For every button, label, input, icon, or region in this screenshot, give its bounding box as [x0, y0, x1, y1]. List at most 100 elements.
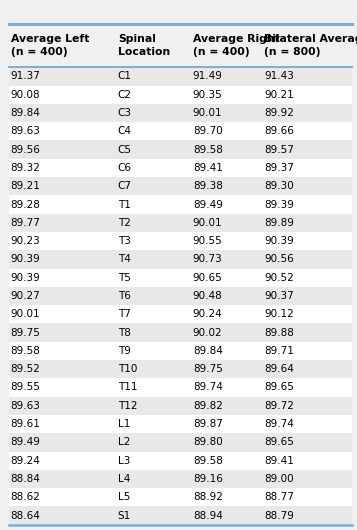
Text: 89.74: 89.74: [193, 383, 223, 393]
Text: 90.35: 90.35: [193, 90, 222, 100]
Text: 89.28: 89.28: [11, 199, 41, 209]
Text: 89.30: 89.30: [264, 181, 294, 191]
Text: 89.84: 89.84: [193, 346, 223, 356]
Text: T6: T6: [118, 291, 131, 301]
Text: 90.37: 90.37: [264, 291, 294, 301]
Text: 90.23: 90.23: [11, 236, 40, 246]
Text: T11: T11: [118, 383, 137, 393]
Text: L1: L1: [118, 419, 130, 429]
Text: L4: L4: [118, 474, 130, 484]
Text: 89.49: 89.49: [11, 437, 41, 447]
Bar: [9, 360, 352, 378]
Text: 90.08: 90.08: [11, 90, 40, 100]
Text: 89.63: 89.63: [11, 401, 41, 411]
Bar: [9, 196, 352, 214]
Text: 89.92: 89.92: [264, 108, 294, 118]
Text: 89.58: 89.58: [193, 145, 223, 155]
Text: 89.24: 89.24: [11, 456, 41, 466]
Text: 90.39: 90.39: [11, 254, 40, 264]
Bar: [9, 415, 352, 433]
Text: 90.65: 90.65: [193, 273, 222, 282]
Text: C6: C6: [118, 163, 132, 173]
Text: 90.39: 90.39: [11, 273, 40, 282]
Text: T7: T7: [118, 310, 131, 319]
Text: 90.52: 90.52: [264, 273, 294, 282]
Text: 89.65: 89.65: [264, 437, 294, 447]
Text: T5: T5: [118, 273, 131, 282]
Bar: [9, 470, 352, 488]
Bar: [9, 342, 352, 360]
Text: 89.66: 89.66: [264, 126, 294, 136]
Text: L3: L3: [118, 456, 130, 466]
Text: 89.41: 89.41: [193, 163, 223, 173]
Text: 88.92: 88.92: [193, 492, 223, 502]
Text: 89.75: 89.75: [193, 364, 223, 374]
Text: T9: T9: [118, 346, 131, 356]
Bar: [9, 159, 352, 177]
Text: 88.62: 88.62: [11, 492, 41, 502]
Bar: [9, 323, 352, 342]
Text: 89.00: 89.00: [264, 474, 294, 484]
Text: 89.71: 89.71: [264, 346, 294, 356]
Text: 90.48: 90.48: [193, 291, 222, 301]
Text: 88.79: 88.79: [264, 510, 294, 520]
Text: T8: T8: [118, 328, 131, 338]
Bar: [9, 122, 352, 140]
Text: C2: C2: [118, 90, 132, 100]
Text: 91.49: 91.49: [193, 72, 223, 82]
Text: C1: C1: [118, 72, 132, 82]
Text: 88.94: 88.94: [193, 510, 223, 520]
Text: 89.65: 89.65: [264, 383, 294, 393]
Text: 90.01: 90.01: [193, 108, 222, 118]
Text: 89.55: 89.55: [11, 383, 41, 393]
Text: 90.39: 90.39: [264, 236, 294, 246]
Text: T2: T2: [118, 218, 131, 228]
Text: 89.52: 89.52: [11, 364, 41, 374]
Text: Bilateral Average
(n = 800): Bilateral Average (n = 800): [264, 34, 357, 57]
Text: 90.01: 90.01: [193, 218, 222, 228]
Text: T3: T3: [118, 236, 131, 246]
Bar: [9, 452, 352, 470]
Bar: [9, 140, 352, 159]
Text: 89.56: 89.56: [11, 145, 41, 155]
Text: C5: C5: [118, 145, 132, 155]
Text: 89.70: 89.70: [193, 126, 222, 136]
Text: C4: C4: [118, 126, 132, 136]
Text: 90.02: 90.02: [193, 328, 222, 338]
Bar: [9, 305, 352, 323]
Text: T10: T10: [118, 364, 137, 374]
Bar: [9, 104, 352, 122]
Text: 89.58: 89.58: [193, 456, 223, 466]
Text: 89.58: 89.58: [11, 346, 41, 356]
Text: 89.41: 89.41: [264, 456, 294, 466]
Text: 89.57: 89.57: [264, 145, 294, 155]
Text: C3: C3: [118, 108, 132, 118]
Text: 89.84: 89.84: [11, 108, 41, 118]
Text: 89.89: 89.89: [264, 218, 294, 228]
Text: 88.84: 88.84: [11, 474, 41, 484]
Text: 89.37: 89.37: [264, 163, 294, 173]
Text: T12: T12: [118, 401, 137, 411]
Text: 89.21: 89.21: [11, 181, 41, 191]
Bar: [9, 287, 352, 305]
Bar: [9, 396, 352, 415]
Bar: [9, 269, 352, 287]
Text: 89.87: 89.87: [193, 419, 223, 429]
Bar: [9, 86, 352, 104]
Text: 89.16: 89.16: [193, 474, 223, 484]
Bar: [9, 433, 352, 452]
Text: Average Left
(n = 400): Average Left (n = 400): [11, 34, 89, 57]
Text: 89.32: 89.32: [11, 163, 41, 173]
Text: L2: L2: [118, 437, 130, 447]
Bar: [9, 506, 352, 525]
Text: 89.80: 89.80: [193, 437, 222, 447]
Text: 89.38: 89.38: [193, 181, 223, 191]
Text: L5: L5: [118, 492, 130, 502]
Bar: [9, 67, 352, 86]
Text: 89.77: 89.77: [11, 218, 41, 228]
Bar: [9, 214, 352, 232]
Text: 91.37: 91.37: [11, 72, 41, 82]
Bar: [9, 250, 352, 269]
Text: Spinal
Location: Spinal Location: [118, 34, 170, 57]
Text: 89.64: 89.64: [264, 364, 294, 374]
